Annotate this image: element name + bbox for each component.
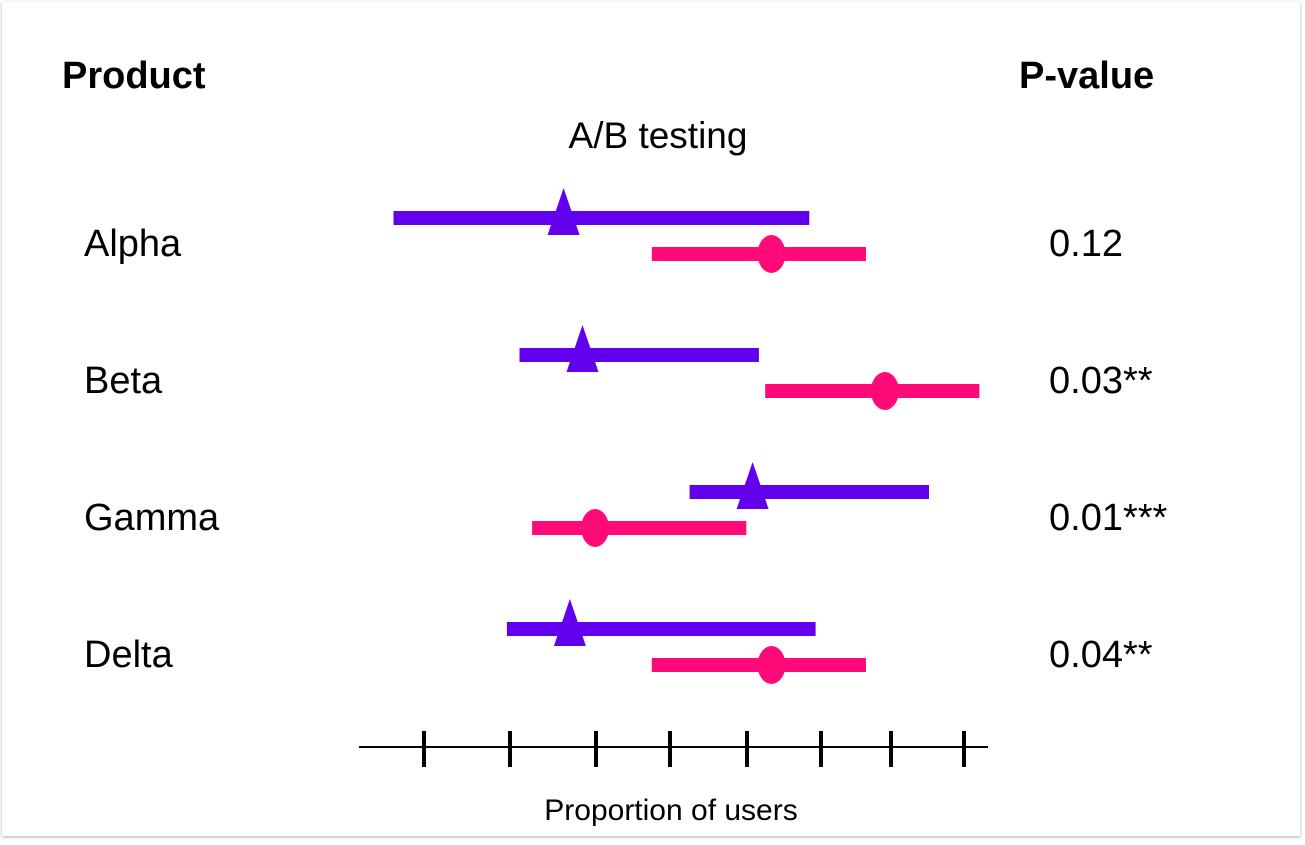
row-delta: Delta 0.04**: [84, 599, 1153, 684]
product-label-delta: Delta: [84, 634, 174, 676]
marker-a-alpha: [547, 188, 580, 235]
marker-a-delta: [553, 599, 586, 646]
x-axis-ticks: [422, 731, 966, 767]
p-value-delta: 0.04**: [1049, 634, 1153, 676]
chart-title: A/B testing: [569, 115, 748, 156]
p-value-header: P-value: [1019, 55, 1154, 97]
product-label-gamma: Gamma: [84, 497, 220, 539]
marker-b-alpha: [757, 235, 786, 273]
p-value-alpha: 0.12: [1049, 223, 1123, 265]
marker-b-gamma: [581, 509, 610, 547]
row-alpha: Alpha 0.12: [84, 188, 1123, 273]
row-beta: Beta 0.03**: [84, 325, 1153, 410]
product-label-alpha: Alpha: [84, 223, 182, 265]
marker-a-gamma: [736, 462, 769, 509]
p-value-gamma: 0.01***: [1049, 497, 1168, 539]
rows-group: Alpha 0.12 Beta 0.03** Gamma 0.01*** Delta 0.04…: [84, 188, 1168, 684]
marker-b-delta: [757, 646, 786, 684]
p-value-beta: 0.03**: [1049, 360, 1153, 402]
product-header: Product: [62, 55, 206, 97]
marker-b-beta: [870, 372, 899, 410]
row-gamma: Gamma 0.01***: [84, 462, 1168, 547]
product-label-beta: Beta: [84, 360, 163, 402]
marker-a-beta: [566, 325, 599, 372]
x-axis-label: Proportion of users: [544, 794, 797, 827]
